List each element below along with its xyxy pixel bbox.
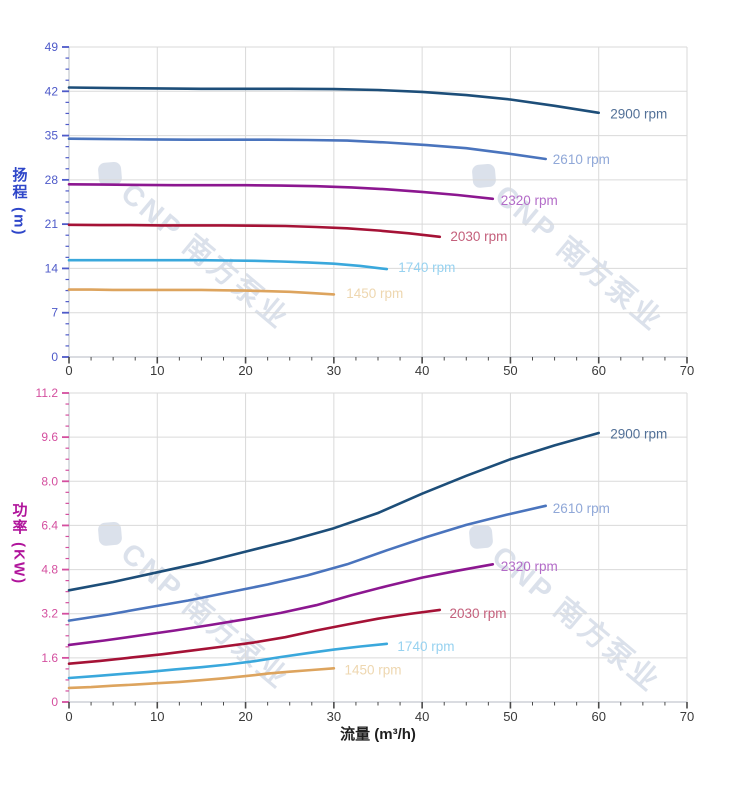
x-tick-label: 50 — [503, 363, 517, 378]
rpm-label-1450-rpm: 1450 rpm — [346, 286, 403, 301]
y-tick-label: 3.2 — [41, 607, 58, 621]
rpm-label-2320-rpm: 2320 rpm — [501, 559, 558, 574]
y-tick-label: 21 — [45, 217, 59, 231]
y-axis-ticks: 0 1.6 3.2 4.8 6.4 8.0 9.6 11.2 — [36, 386, 69, 709]
curve-1740-rpm — [67, 642, 389, 680]
rpm-label-2320-rpm: 2320 rpm — [501, 193, 558, 208]
curve-2030-rpm — [67, 223, 442, 239]
y-tick-label: 0 — [51, 350, 58, 364]
curve-1450-rpm — [67, 288, 336, 296]
y-axis-ticks: 0 7 14 21 28 35 42 49 — [45, 40, 69, 364]
y-tick-label: 6.4 — [41, 518, 58, 532]
power-axis-title: 功率 (KW) — [10, 502, 28, 586]
rpm-label-2610-rpm: 2610 rpm — [553, 152, 610, 167]
curve-1740-rpm — [67, 258, 389, 271]
rpm-label-2030-rpm: 2030 rpm — [450, 229, 507, 244]
x-tick-label: 30 — [327, 709, 341, 724]
y-tick-label: 0 — [51, 695, 58, 709]
curve-2900-rpm — [67, 431, 600, 592]
y-tick-label: 9.6 — [41, 430, 58, 444]
y-tick-label: 14 — [45, 261, 59, 275]
y-tick-label: 4.8 — [41, 563, 58, 577]
rpm-label-1740-rpm: 1740 rpm — [398, 260, 455, 275]
rpm-label-1740-rpm: 1740 rpm — [397, 639, 454, 654]
x-tick-label: 50 — [503, 709, 517, 724]
y-tick-label: 35 — [45, 129, 59, 143]
power-chart: 0 1.6 3.2 4.8 6.4 8.0 9.6 11.2 0 10 20 30 40 50 60 70 29… — [36, 386, 695, 724]
rpm-label-2610-rpm: 2610 rpm — [553, 501, 610, 516]
x-tick-label: 70 — [680, 709, 694, 724]
y-tick-label: 28 — [45, 173, 59, 187]
gridlines — [69, 392, 688, 702]
x-tick-label: 10 — [150, 363, 164, 378]
x-tick-label: 0 — [65, 709, 72, 724]
y-tick-label: 42 — [45, 84, 59, 98]
y-tick-label: 49 — [45, 40, 59, 54]
y-tick-label: 1.6 — [41, 651, 58, 665]
y-tick-label: 8.0 — [41, 474, 58, 488]
curve-2900-rpm — [67, 86, 600, 115]
x-tick-label: 70 — [680, 363, 694, 378]
x-tick-label: 60 — [591, 709, 605, 724]
x-tick-label: 30 — [327, 363, 341, 378]
curve-2320-rpm — [67, 563, 495, 647]
x-tick-label: 20 — [238, 363, 252, 378]
x-axis-ticks: 0 10 20 30 40 50 60 70 — [65, 357, 694, 378]
head-axis-title: 扬程 (m) — [10, 167, 28, 237]
rpm-label-2900-rpm: 2900 rpm — [610, 427, 667, 442]
curve-2610-rpm — [67, 137, 547, 161]
x-tick-label: 60 — [591, 363, 605, 378]
gridlines — [69, 46, 688, 357]
curve-2320-rpm — [67, 183, 495, 201]
x-tick-label: 20 — [238, 709, 252, 724]
rpm-label-2900-rpm: 2900 rpm — [610, 106, 667, 121]
head-chart: 0 7 14 21 28 35 42 49 0 10 20 30 40 50 60 70 2900 rpm 261… — [45, 40, 695, 378]
x-tick-label: 40 — [415, 709, 429, 724]
curves: 2900 rpm 2610 rpm 2320 rpm 2030 rpm 1740 rpm… — [67, 427, 667, 690]
y-tick-label: 11.2 — [36, 386, 59, 400]
rpm-label-2030-rpm: 2030 rpm — [450, 606, 507, 621]
curves: 2900 rpm 2610 rpm 2320 rpm 2030 rpm 1740 rpm… — [67, 86, 667, 301]
curve-2610-rpm — [67, 504, 547, 622]
rpm-label-1450-rpm: 1450 rpm — [344, 662, 401, 677]
x-tick-label: 10 — [150, 709, 164, 724]
x-tick-label: 40 — [415, 363, 429, 378]
x-tick-label: 0 — [65, 363, 72, 378]
flow-axis-title: 流量 (m³/h) — [340, 726, 416, 743]
y-tick-label: 7 — [51, 306, 58, 320]
curve-1450-rpm — [67, 667, 336, 690]
x-axis-ticks: 0 10 20 30 40 50 60 70 — [65, 702, 694, 724]
curve-2030-rpm — [67, 608, 442, 665]
